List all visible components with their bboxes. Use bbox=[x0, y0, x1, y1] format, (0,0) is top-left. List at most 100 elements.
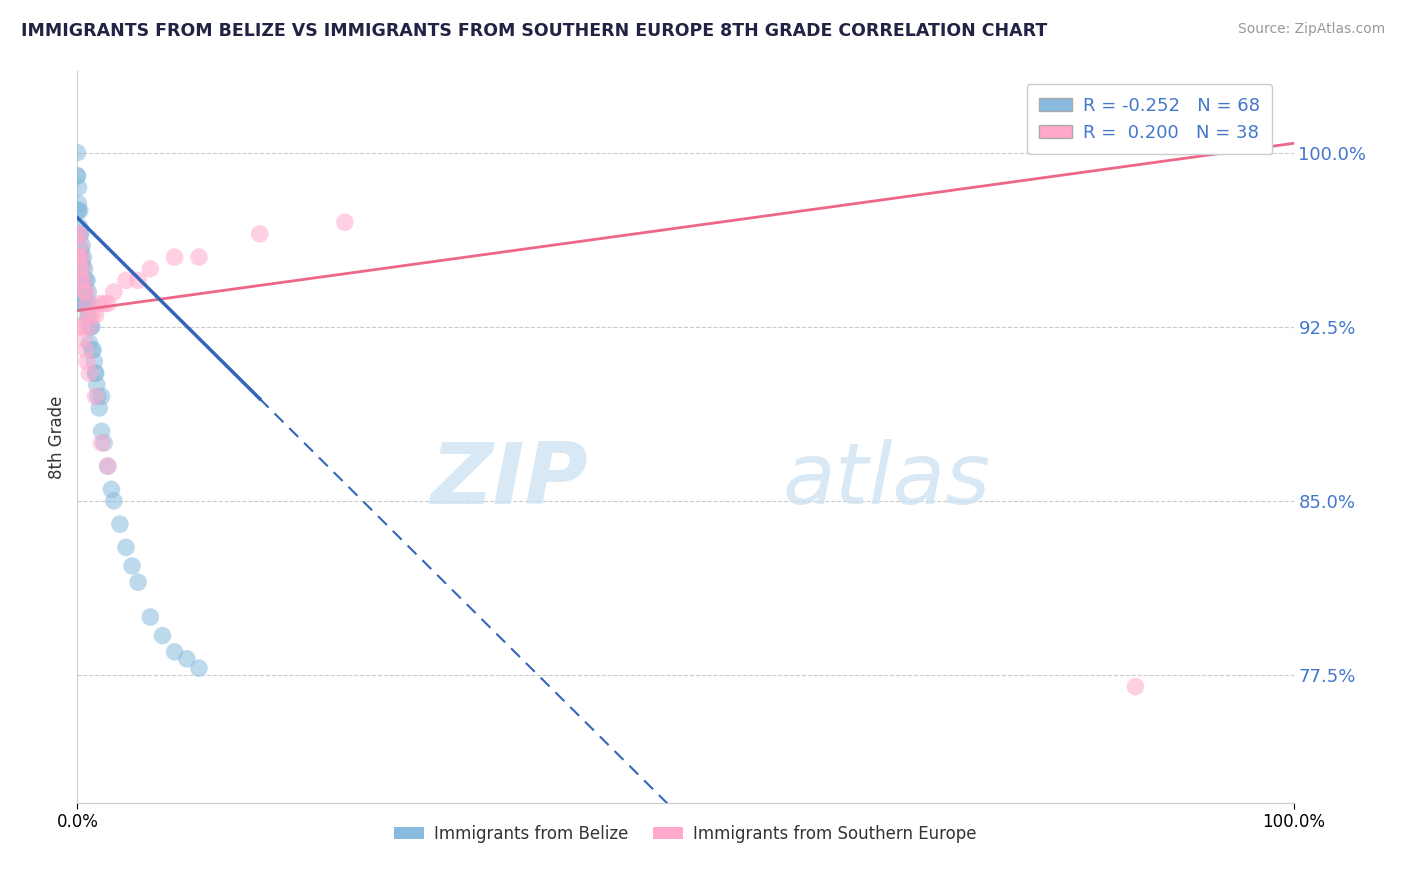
Point bbox=[127, 273, 149, 287]
Point bbox=[67, 227, 90, 241]
Point bbox=[66, 227, 89, 241]
Point bbox=[87, 389, 110, 403]
Point bbox=[93, 296, 115, 310]
Point bbox=[333, 215, 356, 229]
Point bbox=[84, 389, 107, 403]
Point bbox=[73, 285, 96, 299]
Point bbox=[121, 558, 143, 573]
Point bbox=[67, 203, 90, 218]
Point bbox=[72, 273, 94, 287]
Point bbox=[79, 319, 101, 334]
Point bbox=[115, 273, 138, 287]
Point bbox=[66, 169, 89, 183]
Point bbox=[103, 494, 125, 508]
Point bbox=[83, 354, 105, 368]
Point bbox=[69, 219, 91, 234]
Point bbox=[89, 296, 111, 310]
Point bbox=[66, 250, 89, 264]
Point bbox=[139, 610, 162, 624]
Point bbox=[188, 250, 211, 264]
Point bbox=[66, 145, 89, 160]
Point bbox=[67, 227, 90, 241]
Point bbox=[70, 285, 93, 299]
Text: ZIP: ZIP bbox=[430, 440, 588, 523]
Point bbox=[90, 424, 112, 438]
Point bbox=[70, 250, 93, 264]
Point bbox=[97, 459, 120, 474]
Point bbox=[67, 180, 90, 194]
Point bbox=[89, 401, 111, 415]
Text: IMMIGRANTS FROM BELIZE VS IMMIGRANTS FROM SOUTHERN EUROPE 8TH GRADE CORRELATION : IMMIGRANTS FROM BELIZE VS IMMIGRANTS FRO… bbox=[21, 22, 1047, 40]
Point bbox=[70, 261, 93, 276]
Point bbox=[70, 250, 93, 264]
Point bbox=[72, 271, 94, 285]
Point bbox=[86, 377, 108, 392]
Point bbox=[152, 629, 174, 643]
Point bbox=[97, 296, 120, 310]
Point bbox=[80, 319, 103, 334]
Point bbox=[70, 261, 93, 276]
Point bbox=[77, 285, 100, 299]
Point bbox=[66, 169, 89, 183]
Point bbox=[77, 308, 100, 322]
Point bbox=[69, 261, 91, 276]
Point bbox=[90, 389, 112, 403]
Point bbox=[70, 273, 93, 287]
Point bbox=[75, 296, 97, 310]
Point bbox=[69, 227, 91, 241]
Point bbox=[79, 296, 101, 310]
Point bbox=[79, 336, 101, 351]
Text: Source: ZipAtlas.com: Source: ZipAtlas.com bbox=[1237, 22, 1385, 37]
Point bbox=[188, 661, 211, 675]
Point bbox=[70, 319, 93, 334]
Point bbox=[75, 285, 97, 299]
Point bbox=[84, 366, 107, 380]
Point bbox=[69, 203, 91, 218]
Point bbox=[176, 652, 198, 666]
Point bbox=[70, 238, 93, 252]
Point bbox=[90, 436, 112, 450]
Point bbox=[76, 273, 98, 287]
Point bbox=[84, 308, 107, 322]
Point bbox=[69, 296, 91, 310]
Point bbox=[66, 203, 89, 218]
Point bbox=[163, 250, 186, 264]
Point bbox=[80, 319, 103, 334]
Point bbox=[70, 296, 93, 310]
Point bbox=[72, 296, 94, 310]
Point bbox=[72, 273, 94, 287]
Point bbox=[67, 250, 90, 264]
Point bbox=[70, 273, 93, 287]
Text: atlas: atlas bbox=[783, 440, 991, 523]
Point bbox=[67, 273, 90, 287]
Y-axis label: 8th Grade: 8th Grade bbox=[48, 395, 66, 479]
Point bbox=[76, 296, 98, 310]
Point bbox=[70, 227, 93, 241]
Point bbox=[97, 459, 120, 474]
Point bbox=[93, 436, 115, 450]
Point bbox=[163, 645, 186, 659]
Point bbox=[84, 366, 107, 380]
Point bbox=[67, 196, 90, 211]
Point bbox=[76, 354, 98, 368]
Point bbox=[69, 238, 91, 252]
Point bbox=[76, 313, 98, 327]
Point bbox=[79, 319, 101, 334]
Point bbox=[69, 250, 91, 264]
Point bbox=[1125, 680, 1147, 694]
Point bbox=[70, 257, 93, 271]
Point bbox=[75, 273, 97, 287]
Point bbox=[75, 296, 97, 310]
Point bbox=[80, 308, 103, 322]
Point bbox=[72, 331, 94, 345]
Point bbox=[75, 343, 97, 357]
Point bbox=[249, 227, 271, 241]
Point bbox=[77, 308, 100, 322]
Point bbox=[108, 517, 131, 532]
Point bbox=[127, 575, 149, 590]
Point bbox=[100, 483, 122, 497]
Point bbox=[103, 285, 125, 299]
Point bbox=[67, 250, 90, 264]
Point bbox=[73, 285, 96, 299]
Point bbox=[79, 366, 101, 380]
